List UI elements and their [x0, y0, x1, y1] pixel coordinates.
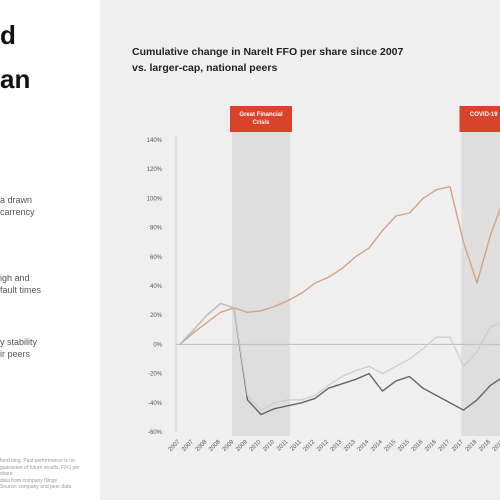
x-tick-label: 2007 — [168, 439, 182, 453]
y-tick-label: 120% — [147, 167, 163, 173]
chart-title: Cumulative change in Narelt FFO per shar… — [132, 46, 404, 58]
x-tick-label: 2007 — [181, 439, 195, 453]
y-tick-label: -60% — [148, 430, 163, 436]
x-tick-label: 2016 — [411, 439, 425, 453]
x-tick-label: 2014 — [357, 439, 371, 453]
x-tick-label: 2012 — [303, 439, 317, 453]
y-tick-label: 100% — [147, 196, 163, 202]
x-tick-label: 2013 — [330, 439, 344, 453]
x-tick-label: 2018 — [478, 439, 492, 453]
x-tick-label: 2011 — [290, 439, 304, 453]
side-paragraph-2: igh and fault times — [0, 273, 42, 296]
side-paragraph-1: a drawn carrency — [0, 195, 35, 218]
x-tick-label: 2012 — [316, 439, 330, 453]
x-tick-label: 2013 — [343, 439, 357, 453]
x-tick-label: 2016 — [424, 439, 438, 453]
x-tick-label: 2011 — [276, 439, 290, 453]
x-tick-label: 2008 — [195, 439, 209, 453]
period-badge-2 — [459, 106, 500, 132]
left-panel: d an a drawn carrency igh and fault time… — [0, 0, 100, 500]
x-tick-label: 2015 — [397, 439, 411, 453]
period-badge-1 — [230, 106, 292, 132]
x-tick-label: 2018 — [465, 439, 479, 453]
period-badge-label-2: COVID-19 — [470, 112, 498, 118]
y-tick-label: 80% — [150, 226, 163, 232]
x-tick-label: 2014 — [370, 439, 384, 453]
x-tick-label: 2008 — [208, 439, 222, 453]
x-tick-label: 2009 — [235, 439, 249, 453]
shaded-period-2 — [461, 128, 500, 436]
x-tick-label: 2017 — [438, 439, 452, 453]
y-tick-label: 0% — [153, 342, 162, 348]
series-line-a — [179, 186, 500, 345]
y-tick-label: 20% — [150, 313, 163, 319]
x-tick-label: 2009 — [222, 439, 236, 453]
x-tick-label: 2015 — [384, 439, 398, 453]
series-line-c — [179, 302, 500, 411]
chart-panel — [100, 0, 500, 500]
series-line-b — [179, 302, 500, 416]
headline-line-1: d — [0, 20, 16, 50]
period-badge-label-1: Great Financial Crisis — [239, 112, 283, 126]
chart-subtitle: vs. larger-cap, national peers — [132, 62, 278, 74]
x-tick-label: 2010 — [249, 439, 263, 453]
y-tick-label: -20% — [148, 372, 163, 378]
y-tick-label: -40% — [148, 401, 163, 407]
x-tick-label: 2010 — [262, 439, 276, 453]
side-paragraph-3: y stability ir peers — [0, 337, 38, 360]
y-tick-label: 140% — [147, 138, 163, 144]
y-tick-label: 60% — [150, 255, 163, 261]
footnote: fund blog. Past performance is no guaran… — [0, 458, 80, 490]
x-tick-label: 2017 — [451, 439, 465, 453]
headline-line-2: an — [0, 64, 31, 94]
x-tick-label: 2019 — [492, 439, 500, 453]
shaded-period-1 — [232, 128, 290, 436]
y-tick-label: 40% — [150, 284, 163, 290]
